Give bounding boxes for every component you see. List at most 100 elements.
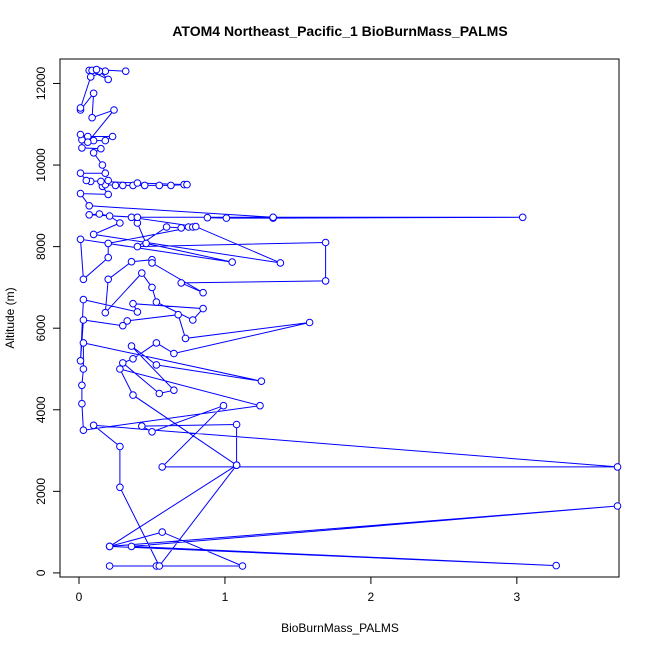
data-point	[76, 169, 85, 177]
data-point	[104, 75, 112, 84]
data-point	[123, 317, 131, 325]
data-point	[552, 561, 561, 570]
data-point	[116, 365, 124, 373]
data-point	[152, 361, 161, 369]
data-point	[222, 214, 231, 222]
y-tick-label: 4000	[34, 396, 48, 423]
data-point	[518, 213, 527, 222]
series-line	[78, 69, 618, 567]
data-point	[152, 339, 161, 347]
data-point	[119, 321, 127, 330]
data-point	[305, 318, 314, 327]
data-point	[257, 377, 266, 386]
x-axis: 0 1 2 3	[76, 576, 520, 604]
data-point	[155, 562, 164, 570]
data-point	[155, 389, 164, 398]
data-point	[89, 421, 98, 430]
series-layer	[76, 65, 622, 570]
data-point	[276, 259, 285, 267]
data-point	[199, 304, 207, 313]
data-point	[116, 219, 124, 227]
data-point	[76, 357, 85, 365]
data-point	[108, 132, 117, 141]
data-point	[88, 113, 96, 122]
data-point	[79, 295, 88, 304]
data-point	[76, 189, 85, 198]
data-point	[155, 181, 164, 190]
data-point	[119, 359, 127, 367]
data-point	[78, 381, 86, 390]
data-point	[162, 223, 171, 231]
data-point	[92, 65, 101, 74]
data-point	[85, 202, 93, 210]
data-point	[321, 277, 330, 285]
data-point	[148, 283, 156, 292]
data-point	[192, 222, 200, 231]
data-point	[121, 67, 130, 75]
data-point	[89, 230, 98, 239]
data-point	[228, 258, 236, 266]
x-tick-label: 3	[513, 590, 520, 604]
data-point	[79, 339, 88, 347]
data-point	[138, 269, 146, 277]
data-point	[116, 442, 124, 451]
data-point	[79, 275, 88, 284]
data-point	[76, 130, 85, 139]
data-point	[104, 253, 112, 262]
data-point	[104, 190, 112, 199]
data-point	[152, 298, 161, 306]
data-point	[170, 386, 178, 395]
data-point	[101, 308, 110, 317]
data-point	[269, 213, 277, 222]
data-point	[170, 349, 178, 358]
data-point	[232, 461, 241, 470]
data-point	[89, 89, 98, 98]
data-point	[116, 483, 124, 492]
data-point	[158, 463, 166, 471]
data-point	[105, 212, 114, 220]
data-point	[181, 334, 190, 343]
data-point	[127, 542, 136, 551]
data-point	[82, 176, 91, 185]
data-point	[104, 176, 112, 185]
data-point	[110, 106, 118, 114]
data-point	[101, 136, 110, 145]
data-point	[158, 528, 166, 536]
data-point	[203, 213, 212, 222]
data-point	[133, 308, 142, 316]
data-point	[133, 213, 142, 222]
y-tick-label: 8000	[34, 233, 48, 260]
data-point	[138, 422, 146, 430]
data-point	[613, 463, 622, 471]
data-point	[79, 365, 88, 373]
data-point	[189, 316, 197, 324]
data-point	[232, 420, 241, 429]
data-point	[129, 355, 137, 363]
data-point	[98, 161, 107, 169]
data-point	[238, 562, 247, 570]
data-point	[140, 181, 149, 190]
data-point	[129, 391, 137, 399]
data-point	[86, 73, 95, 81]
data-point	[174, 310, 182, 319]
data-point	[129, 299, 137, 308]
y-tick-label: 10000	[34, 148, 48, 182]
y-axis: 0 2000 4000 6000 8000 10000 12000	[34, 66, 61, 576]
x-axis-label: BioBurnMass_PALMS	[281, 621, 399, 635]
x-tick-label: 2	[368, 590, 375, 604]
data-point	[148, 259, 156, 267]
y-axis-label: Altitude (m)	[3, 287, 17, 348]
data-point	[78, 144, 86, 152]
data-point	[101, 169, 110, 177]
data-point	[613, 502, 622, 510]
data-point	[97, 177, 105, 186]
data-point	[256, 401, 264, 410]
data-point	[89, 149, 98, 157]
data-point	[85, 211, 93, 219]
data-point	[105, 562, 114, 570]
data-point	[148, 428, 156, 436]
plot-frame	[59, 58, 620, 578]
data-point	[84, 138, 92, 146]
data-point	[177, 224, 185, 232]
